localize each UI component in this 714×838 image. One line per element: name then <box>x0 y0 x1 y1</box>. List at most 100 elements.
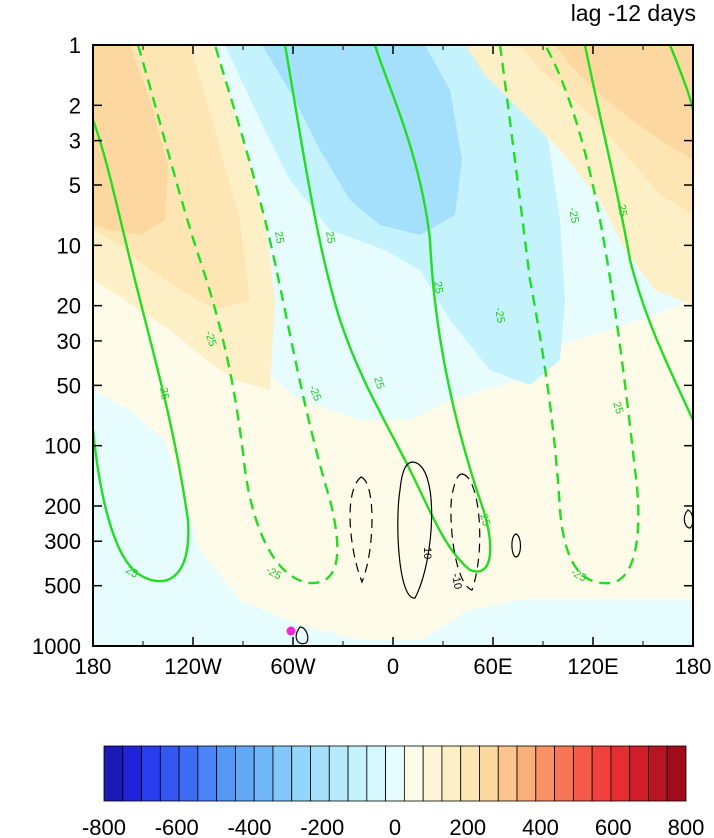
chart-title: lag -12 days <box>570 0 696 26</box>
colorbar-tick-label: -800 <box>82 815 126 838</box>
green-label: -25 <box>492 306 507 324</box>
green-label: 25 <box>323 230 337 244</box>
black-label: -10 <box>449 572 464 590</box>
field-positive-right-3 <box>555 45 693 160</box>
colorbar-tick-label: -600 <box>155 815 199 838</box>
colorbar-swatch <box>291 745 311 802</box>
green-label: 25 <box>124 564 141 581</box>
y-tick-label: 3 <box>69 129 81 154</box>
colorbar-swatch <box>403 745 424 802</box>
colorbar-swatch <box>122 745 142 802</box>
x-tick-label: 180 <box>75 654 112 679</box>
colorbar-swatch <box>328 745 349 802</box>
y-tick-label: 200 <box>44 494 81 519</box>
y-axis: 1 2 3 5 10 20 30 50 100 200 300 500 1000 <box>32 33 693 659</box>
colorbar-swatch <box>253 745 274 802</box>
colorbar-swatch <box>441 745 462 802</box>
field-negative-strong <box>262 45 462 235</box>
x-axis: 180 120W 60W 0 60E 120E 180 <box>75 45 712 679</box>
green-label: 25 <box>157 386 171 400</box>
colorbar-swatch <box>572 745 593 802</box>
y-tick-label: 500 <box>44 574 81 599</box>
plot-area: 25 25 -25 25 -25 25 25 -25 -25 25 25 25 … <box>93 45 693 646</box>
colorbar-tick-label: 800 <box>668 815 705 838</box>
black-contour-line <box>397 461 433 599</box>
colorbar-tick-label: 600 <box>595 815 632 838</box>
x-tick-label: 180 <box>675 654 712 679</box>
green-label: -25 <box>566 206 581 224</box>
y-tick-label: 100 <box>44 434 81 459</box>
black-label: 10 <box>421 547 433 559</box>
green-label: 25 <box>615 203 629 217</box>
location-marker <box>286 626 296 636</box>
colorbar-tick-label: 400 <box>522 815 559 838</box>
x-tick-label: 60W <box>270 654 315 679</box>
field-negative-lowright <box>420 600 693 646</box>
y-tick-label: 2 <box>69 93 81 118</box>
colorbar-swatch <box>460 745 480 802</box>
colorbar-swatch <box>103 745 124 802</box>
green-label: -25 <box>202 329 218 348</box>
colorbar-swatch <box>178 745 199 802</box>
green-dashed-contours <box>136 45 640 585</box>
x-tick-label: 120E <box>567 654 618 679</box>
colorbar-tick-label: 200 <box>449 815 486 838</box>
green-label: 25 <box>371 375 386 390</box>
green-contour-line <box>583 45 693 421</box>
colorbar-swatch <box>666 745 687 802</box>
colorbar-tick-label: -200 <box>300 815 344 838</box>
green-label: 25 <box>610 400 625 415</box>
colorbar-swatch <box>497 745 518 802</box>
colorbar-swatch <box>141 745 161 802</box>
colorbar-swatch <box>366 745 387 802</box>
colorbar-swatch <box>159 745 180 802</box>
x-tick-label: 0 <box>387 654 399 679</box>
black-contour-line <box>683 509 693 529</box>
black-contour-line <box>349 476 373 584</box>
colorbar-tick-label: 0 <box>389 815 401 838</box>
colorbar: -800 -600 -400 -200 0 200 400 600 800 <box>82 745 705 838</box>
y-tick-label: 5 <box>69 173 81 198</box>
colorbar-swatch <box>648 745 668 802</box>
green-label: 25 <box>272 230 286 244</box>
y-tick-label: 1000 <box>32 634 81 659</box>
colorbar-swatch <box>385 745 405 802</box>
colorbar-tick-label: -400 <box>227 815 271 838</box>
colorbar-swatch <box>479 745 499 802</box>
colorbar-swatch <box>272 745 293 802</box>
green-contour-line <box>93 119 190 583</box>
green-label: -25 <box>306 384 323 403</box>
colorbar-swatch <box>516 745 537 802</box>
x-tick-label: 60E <box>473 654 512 679</box>
black-contours <box>295 461 693 645</box>
green-label: 25 <box>431 280 445 294</box>
colorbar-swatch <box>310 745 330 802</box>
black-contour-line <box>295 626 309 645</box>
colorbar-swatch <box>554 745 574 802</box>
colorbar-swatch <box>422 745 443 802</box>
colorbar-swatch <box>216 745 236 802</box>
y-tick-label: 20 <box>57 294 81 319</box>
y-tick-label: 10 <box>57 233 81 258</box>
x-tick-label: 120W <box>164 654 222 679</box>
black-dashed-contours <box>349 473 481 591</box>
colorbar-swatch <box>535 745 555 802</box>
colorbar-swatch <box>610 745 631 802</box>
y-tick-label: 300 <box>44 529 81 554</box>
black-contour-line <box>511 533 522 558</box>
y-tick-label: 1 <box>69 33 81 58</box>
green-label: 25 <box>477 512 492 527</box>
colorbar-swatch <box>629 745 649 802</box>
green-contour-line <box>498 45 640 585</box>
green-contour-line <box>283 45 492 573</box>
y-tick-label: 50 <box>57 373 81 398</box>
green-contour-line <box>136 45 339 585</box>
colorbar-swatch <box>591 745 612 802</box>
colorbar-swatch <box>347 745 368 802</box>
field-negative-lowleft <box>93 390 693 646</box>
colorbar-swatch <box>235 745 255 802</box>
colorbar-swatch <box>197 745 218 802</box>
contour-labels: 25 25 -25 25 -25 25 25 -25 -25 25 25 25 … <box>124 203 629 590</box>
y-tick-label: 30 <box>57 329 81 354</box>
